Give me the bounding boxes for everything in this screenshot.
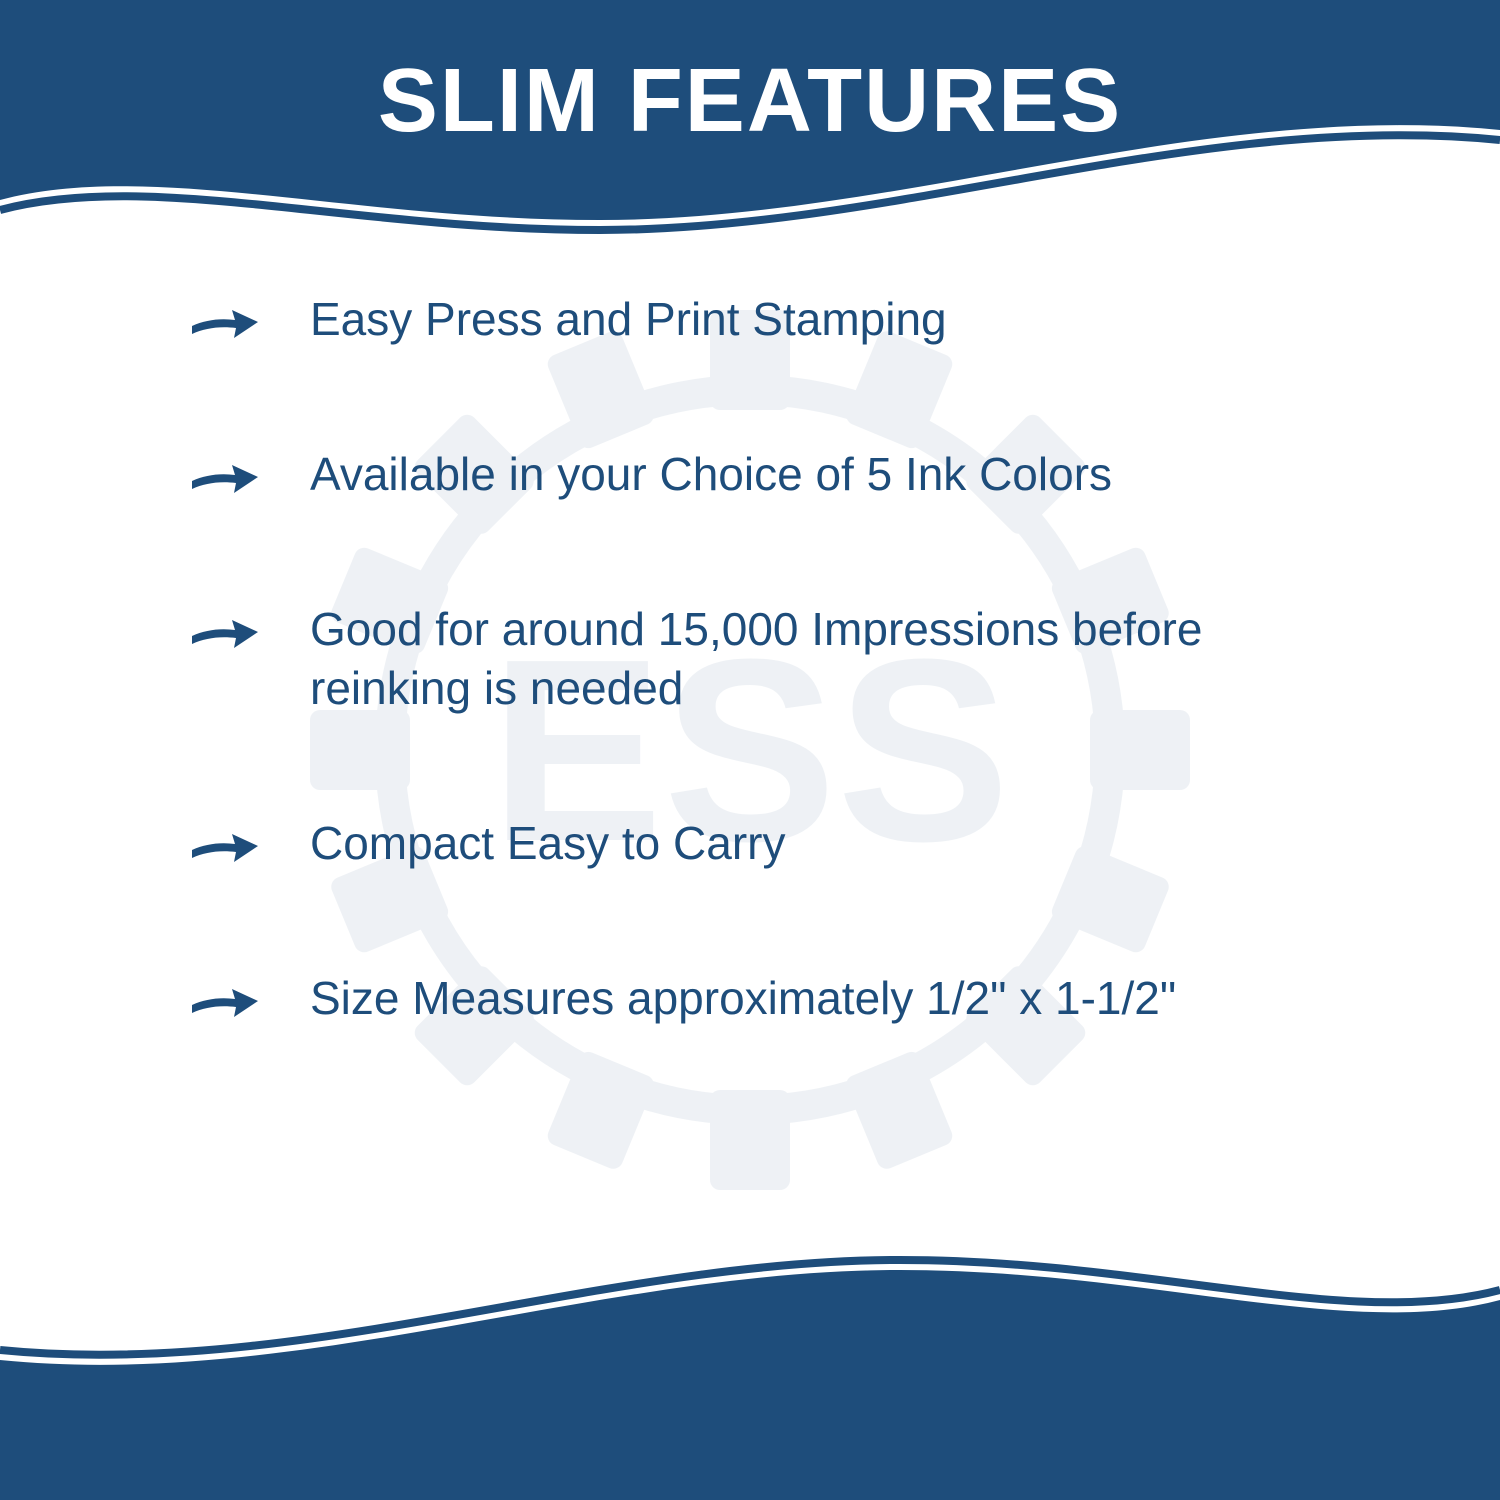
arrow-right-icon [190,608,260,658]
features-list: Easy Press and Print Stamping Available … [190,290,1370,1124]
arrow-right-icon [190,298,260,348]
arrow-right-icon [190,822,260,872]
feature-item: Easy Press and Print Stamping [190,290,1370,350]
feature-text: Compact Easy to Carry [310,814,785,874]
feature-text: Good for around 15,000 Impressions befor… [310,600,1370,720]
feature-item: Size Measures approximately 1/2" x 1-1/2… [190,969,1370,1029]
feature-item: Compact Easy to Carry [190,814,1370,874]
infographic-container: ESS SLIM FEATURES Easy Press and Print S… [0,0,1500,1500]
feature-text: Size Measures approximately 1/2" x 1-1/2… [310,969,1176,1029]
arrow-right-icon [190,453,260,503]
footer-wave-decoration [0,1240,1500,1500]
feature-item: Good for around 15,000 Impressions befor… [190,600,1370,720]
feature-text: Available in your Choice of 5 Ink Colors [310,445,1112,505]
feature-text: Easy Press and Print Stamping [310,290,947,350]
feature-item: Available in your Choice of 5 Ink Colors [190,445,1370,505]
arrow-right-icon [190,977,260,1027]
page-title: SLIM FEATURES [0,50,1500,153]
